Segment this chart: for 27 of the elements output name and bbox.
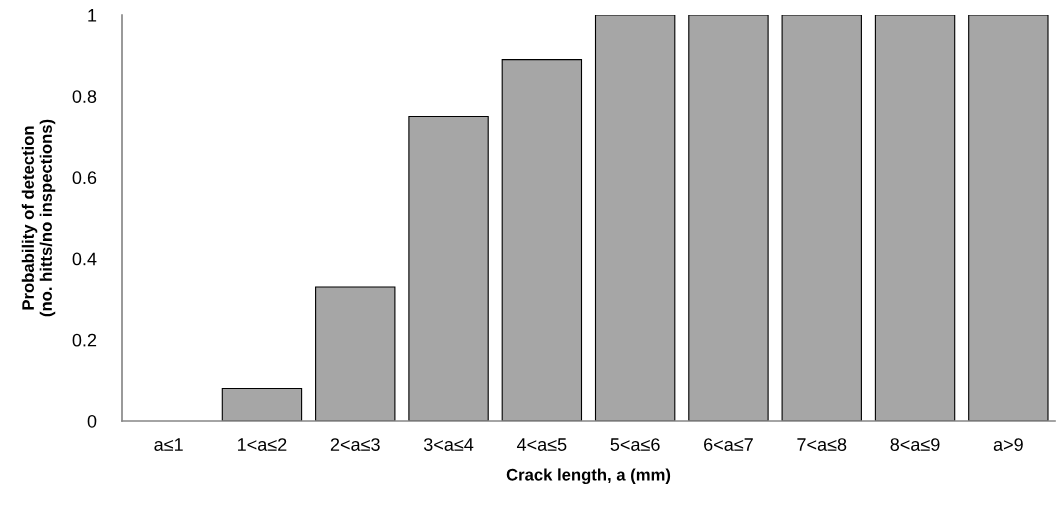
bar — [594, 15, 676, 421]
x-tick-label: 1<a≤2 — [238, 438, 287, 451]
bar — [221, 387, 303, 421]
bar — [781, 15, 862, 421]
x-tick-label: 8<a≤9 — [890, 438, 940, 451]
bar — [688, 15, 769, 421]
y-tick-label: 0.4 — [72, 252, 97, 266]
x-tick-label: 2<a≤3 — [330, 438, 380, 451]
x-tick-label: 3<a≤4 — [423, 438, 474, 451]
x-tick-label: 7<a≤8 — [797, 438, 847, 451]
bar — [501, 59, 583, 421]
bar — [315, 286, 396, 421]
x-tick-label: 4<a≤5 — [516, 438, 567, 451]
x-tick-label: 6<a≤7 — [704, 438, 753, 451]
x-axis-title: Crack length, a (mm) — [506, 468, 671, 484]
y-tick-label: 0.8 — [72, 90, 97, 103]
x-tick-label: a≤1 — [154, 438, 183, 451]
bar — [968, 15, 1049, 421]
x-tick-label: a>9 — [993, 438, 1023, 451]
bar — [874, 15, 956, 421]
x-tick-label: 5<a≤6 — [610, 438, 660, 451]
y-tick-label: 0 — [87, 414, 97, 428]
y-tick-label: 0.2 — [72, 333, 97, 347]
y-tick-label: 0.6 — [72, 171, 97, 185]
y-tick-label: 1 — [88, 9, 97, 22]
bar — [408, 115, 489, 421]
y-axis-title: Probability of detection (no. hitts/no inspections) — [21, 119, 56, 317]
